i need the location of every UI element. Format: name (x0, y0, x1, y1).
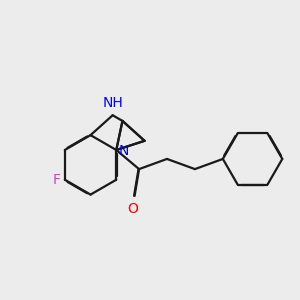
Text: NH: NH (102, 96, 123, 110)
Text: F: F (52, 173, 60, 187)
Text: O: O (128, 202, 139, 216)
Text: N: N (119, 145, 129, 158)
